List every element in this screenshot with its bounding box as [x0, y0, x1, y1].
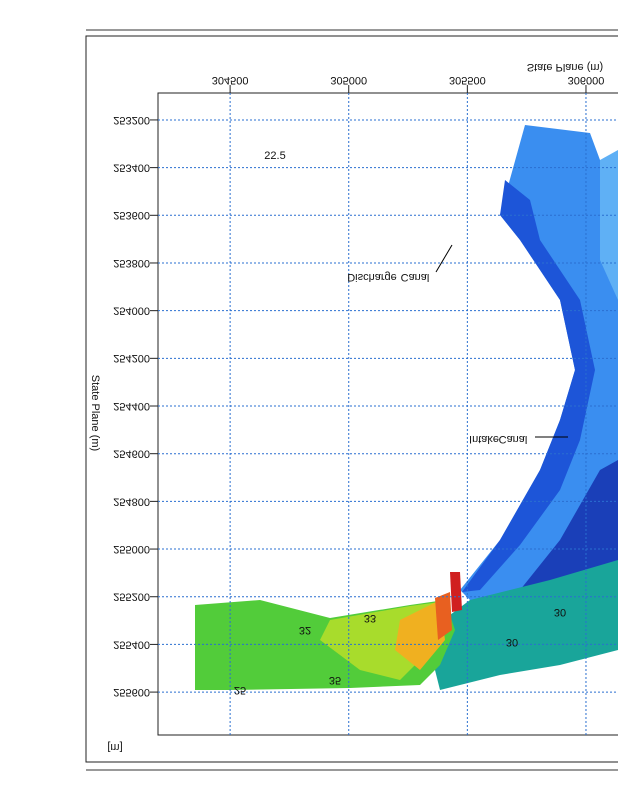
annotation: 22.5 [264, 150, 285, 162]
y-tick-label: 254400 [113, 400, 150, 412]
y-tick-label: 254000 [113, 305, 150, 317]
x-tick-label: 304500 [212, 74, 249, 86]
x-tick-label: 305000 [330, 74, 367, 86]
y-tick-label: 254600 [113, 448, 150, 460]
annotation: Canal [401, 271, 430, 283]
y-tick-label: 253400 [113, 162, 150, 174]
contour-label: 30 [506, 636, 518, 648]
y-tick-label: 254200 [113, 352, 150, 364]
plot-area [157, 92, 618, 736]
frame [85, 35, 618, 763]
contour-label: 25 [234, 684, 246, 696]
arrow [435, 244, 453, 273]
y-tick-label: 255400 [113, 638, 150, 650]
unit-label: [m] [107, 741, 122, 753]
plume [195, 125, 618, 690]
contour-label: 35 [329, 674, 341, 686]
annotation: Canal [499, 433, 528, 445]
x-axis-title: State Plane (m) [527, 61, 603, 73]
x-tick-label: 306000 [568, 74, 605, 86]
contour-label: 32 [299, 624, 311, 636]
y-tick-label: 255000 [113, 543, 150, 555]
y-tick-label: 253200 [113, 114, 150, 126]
contour-label: 33 [364, 612, 376, 624]
annotation: Discharge [347, 271, 397, 283]
y-tick-label: 255200 [113, 591, 150, 603]
y-tick-label: 253600 [113, 209, 150, 221]
y-tick-label: 255600 [113, 686, 150, 698]
x-tick-label: 305500 [449, 74, 486, 86]
y-tick-label: 253800 [113, 257, 150, 269]
annotation: Intake [469, 433, 499, 445]
contour-label: 30 [554, 606, 566, 618]
y-axis-title: State Plane (m) [89, 375, 101, 451]
y-tick-label: 254800 [113, 495, 150, 507]
